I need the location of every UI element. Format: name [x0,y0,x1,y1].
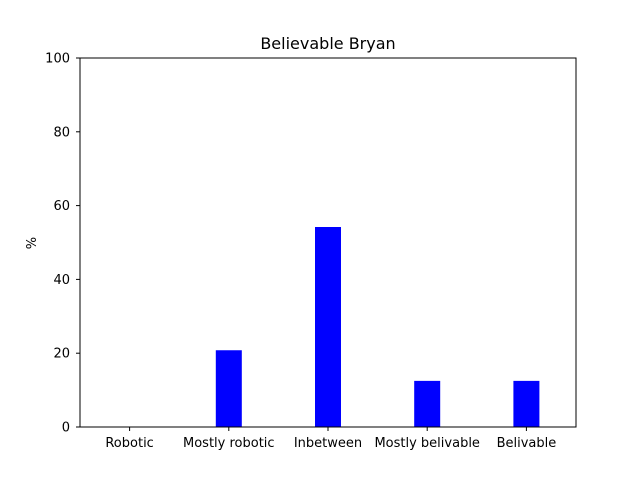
bar [414,380,441,427]
x-tick-label: Inbetween [294,436,362,451]
x-tick-label: Mostly robotic [183,436,275,451]
bar [513,380,540,427]
x-tick-label: Belivable [497,436,557,451]
y-tick-label: 80 [53,125,70,140]
y-tick-label: 60 [53,199,70,214]
bars-layer [215,227,540,427]
y-tick-label: 40 [53,273,70,288]
chart-title: Believable Bryan [260,34,395,53]
y-tick-label: 100 [45,52,70,67]
x-tick-label: Mostly belivable [374,436,479,451]
y-tick-label: 20 [53,347,70,362]
y-tick-label: 0 [62,421,70,436]
y-axis-label: % [25,237,40,249]
bar [215,350,242,427]
axis-ticks-layer: 0 20 40 60 80 100 [45,52,527,436]
plot-area-frame [79,57,577,428]
bar [315,227,341,427]
x-tick-labels-layer: Robotic Mostly robotic Inbetween Mostly bel… [105,436,556,451]
x-tick-label: Robotic [105,436,153,451]
